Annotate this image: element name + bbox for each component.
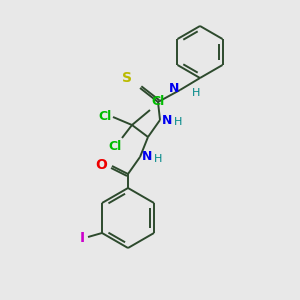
Text: H: H (174, 117, 182, 127)
Text: O: O (95, 158, 107, 172)
Text: Cl: Cl (99, 110, 112, 124)
Text: N: N (169, 82, 179, 95)
Text: H: H (192, 88, 200, 98)
Text: I: I (80, 231, 85, 245)
Text: Cl: Cl (109, 140, 122, 153)
Text: N: N (162, 113, 172, 127)
Text: Cl: Cl (151, 95, 164, 108)
Text: N: N (142, 151, 152, 164)
Text: H: H (154, 154, 162, 164)
Text: S: S (122, 71, 132, 85)
